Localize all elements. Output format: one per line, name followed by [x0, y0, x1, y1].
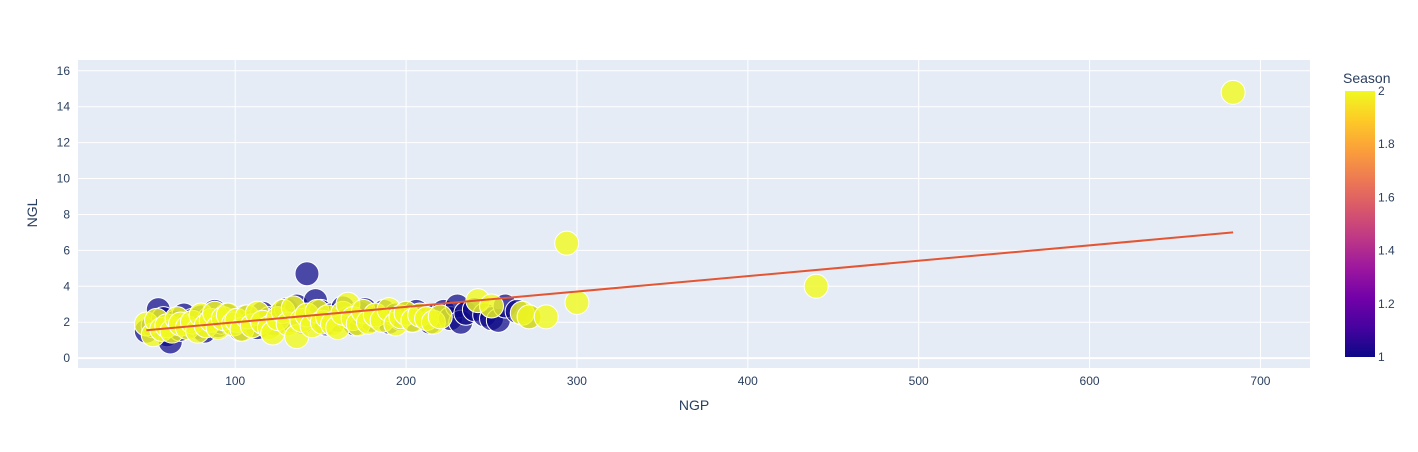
x-tick-label: 100 — [225, 374, 245, 388]
y-tick-label: 2 — [63, 315, 70, 329]
x-tick-labels: 100 200 300 400 500 600 700 — [225, 374, 1271, 388]
colorbar-tick-label: 1.2 — [1378, 297, 1395, 311]
x-tick-label: 400 — [738, 374, 758, 388]
x-tick-label: 600 — [1080, 374, 1100, 388]
colorbar-tick-labels: 1 1.2 1.4 1.6 1.8 2 — [1378, 84, 1395, 364]
trendline-layer — [146, 231, 1234, 332]
x-tick-label: 700 — [1250, 374, 1270, 388]
y-axis-title: NGL — [24, 198, 40, 227]
x-tick-label: 300 — [567, 374, 587, 388]
colorbar-title: Season — [1343, 70, 1390, 86]
y-tick-label: 4 — [63, 279, 70, 293]
x-tick-label: 500 — [909, 374, 929, 388]
colorbar-tick-label: 1.6 — [1378, 190, 1395, 204]
scatter-point-season-2[interactable] — [533, 304, 559, 330]
scatter-point-season-2[interactable] — [803, 273, 829, 299]
y-tick-label: 12 — [57, 136, 71, 150]
colorbar-tick-label: 1.4 — [1378, 244, 1395, 258]
y-tick-label: 10 — [57, 172, 71, 186]
points-layer[interactable] — [133, 79, 1246, 355]
scatter-point-season-2[interactable] — [427, 304, 453, 330]
colorbar: Season 1 1.2 1.4 1.6 1.8 2 — [1343, 70, 1395, 364]
x-axis-title: NGP — [679, 397, 709, 413]
y-tick-label: 0 — [63, 351, 70, 365]
y-tick-labels: 0 2 4 6 8 10 12 14 16 — [57, 64, 71, 365]
scatter-point-season-2[interactable] — [554, 230, 580, 256]
trendline — [146, 231, 1234, 332]
scatter-point-season-2[interactable] — [1220, 79, 1246, 105]
scatter-point-season-2[interactable] — [564, 289, 590, 315]
y-tick-label: 14 — [57, 100, 71, 114]
x-tick-label: 200 — [396, 374, 416, 388]
scatter-point-season-1[interactable] — [294, 261, 320, 287]
y-tick-label: 16 — [57, 64, 71, 78]
colorbar-tick-label: 1 — [1378, 350, 1385, 364]
colorbar-gradient — [1345, 91, 1375, 357]
y-tick-label: 6 — [63, 243, 70, 257]
colorbar-tick-label: 1.8 — [1378, 137, 1395, 151]
colorbar-tick-label: 2 — [1378, 84, 1385, 98]
y-tick-label: 8 — [63, 207, 70, 221]
